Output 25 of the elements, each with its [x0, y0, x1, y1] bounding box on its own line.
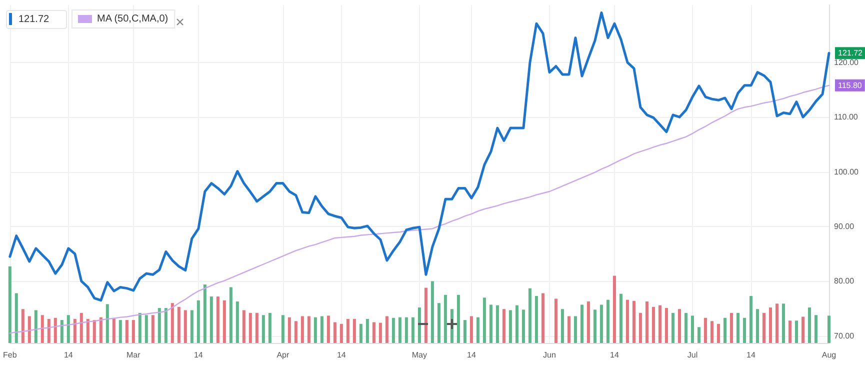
y-tick-label: 120.00 [834, 58, 860, 67]
annotation: 115.80 [838, 80, 862, 90]
line-series [8, 11, 830, 302]
x-tick-label: 14 [64, 350, 74, 360]
x-tick-label: 14 [467, 350, 476, 360]
legend-label: MA (50,C,MA,0) [97, 14, 168, 24]
x-tick-label: Jun [543, 350, 556, 360]
x-tick-label: 14 [610, 350, 620, 360]
x-tick-label: Mar [126, 350, 141, 360]
annotation: 121.72 [838, 48, 864, 58]
line-series [9, 84, 830, 334]
y-tick-label: 70.00 [834, 331, 855, 340]
y-tick-label: 110.00 [834, 112, 858, 122]
annotation: 121.72 [18, 14, 50, 25]
x-tick-label: May [412, 350, 428, 360]
x-tick-label: 14 [336, 350, 346, 360]
x-tick-label: Feb [2, 350, 18, 360]
x-tick-label: 14 [194, 350, 204, 360]
x-tick-label: 14 [746, 350, 756, 360]
y-tick-label: 80.00 [834, 276, 855, 286]
x-tick-label: Jul [687, 350, 698, 360]
y-tick-label: 90.00 [834, 222, 855, 232]
x-tick-label: Apr [276, 350, 290, 360]
x-tick-label: Aug [822, 350, 836, 360]
y-tick-label: 100.00 [834, 167, 860, 176]
